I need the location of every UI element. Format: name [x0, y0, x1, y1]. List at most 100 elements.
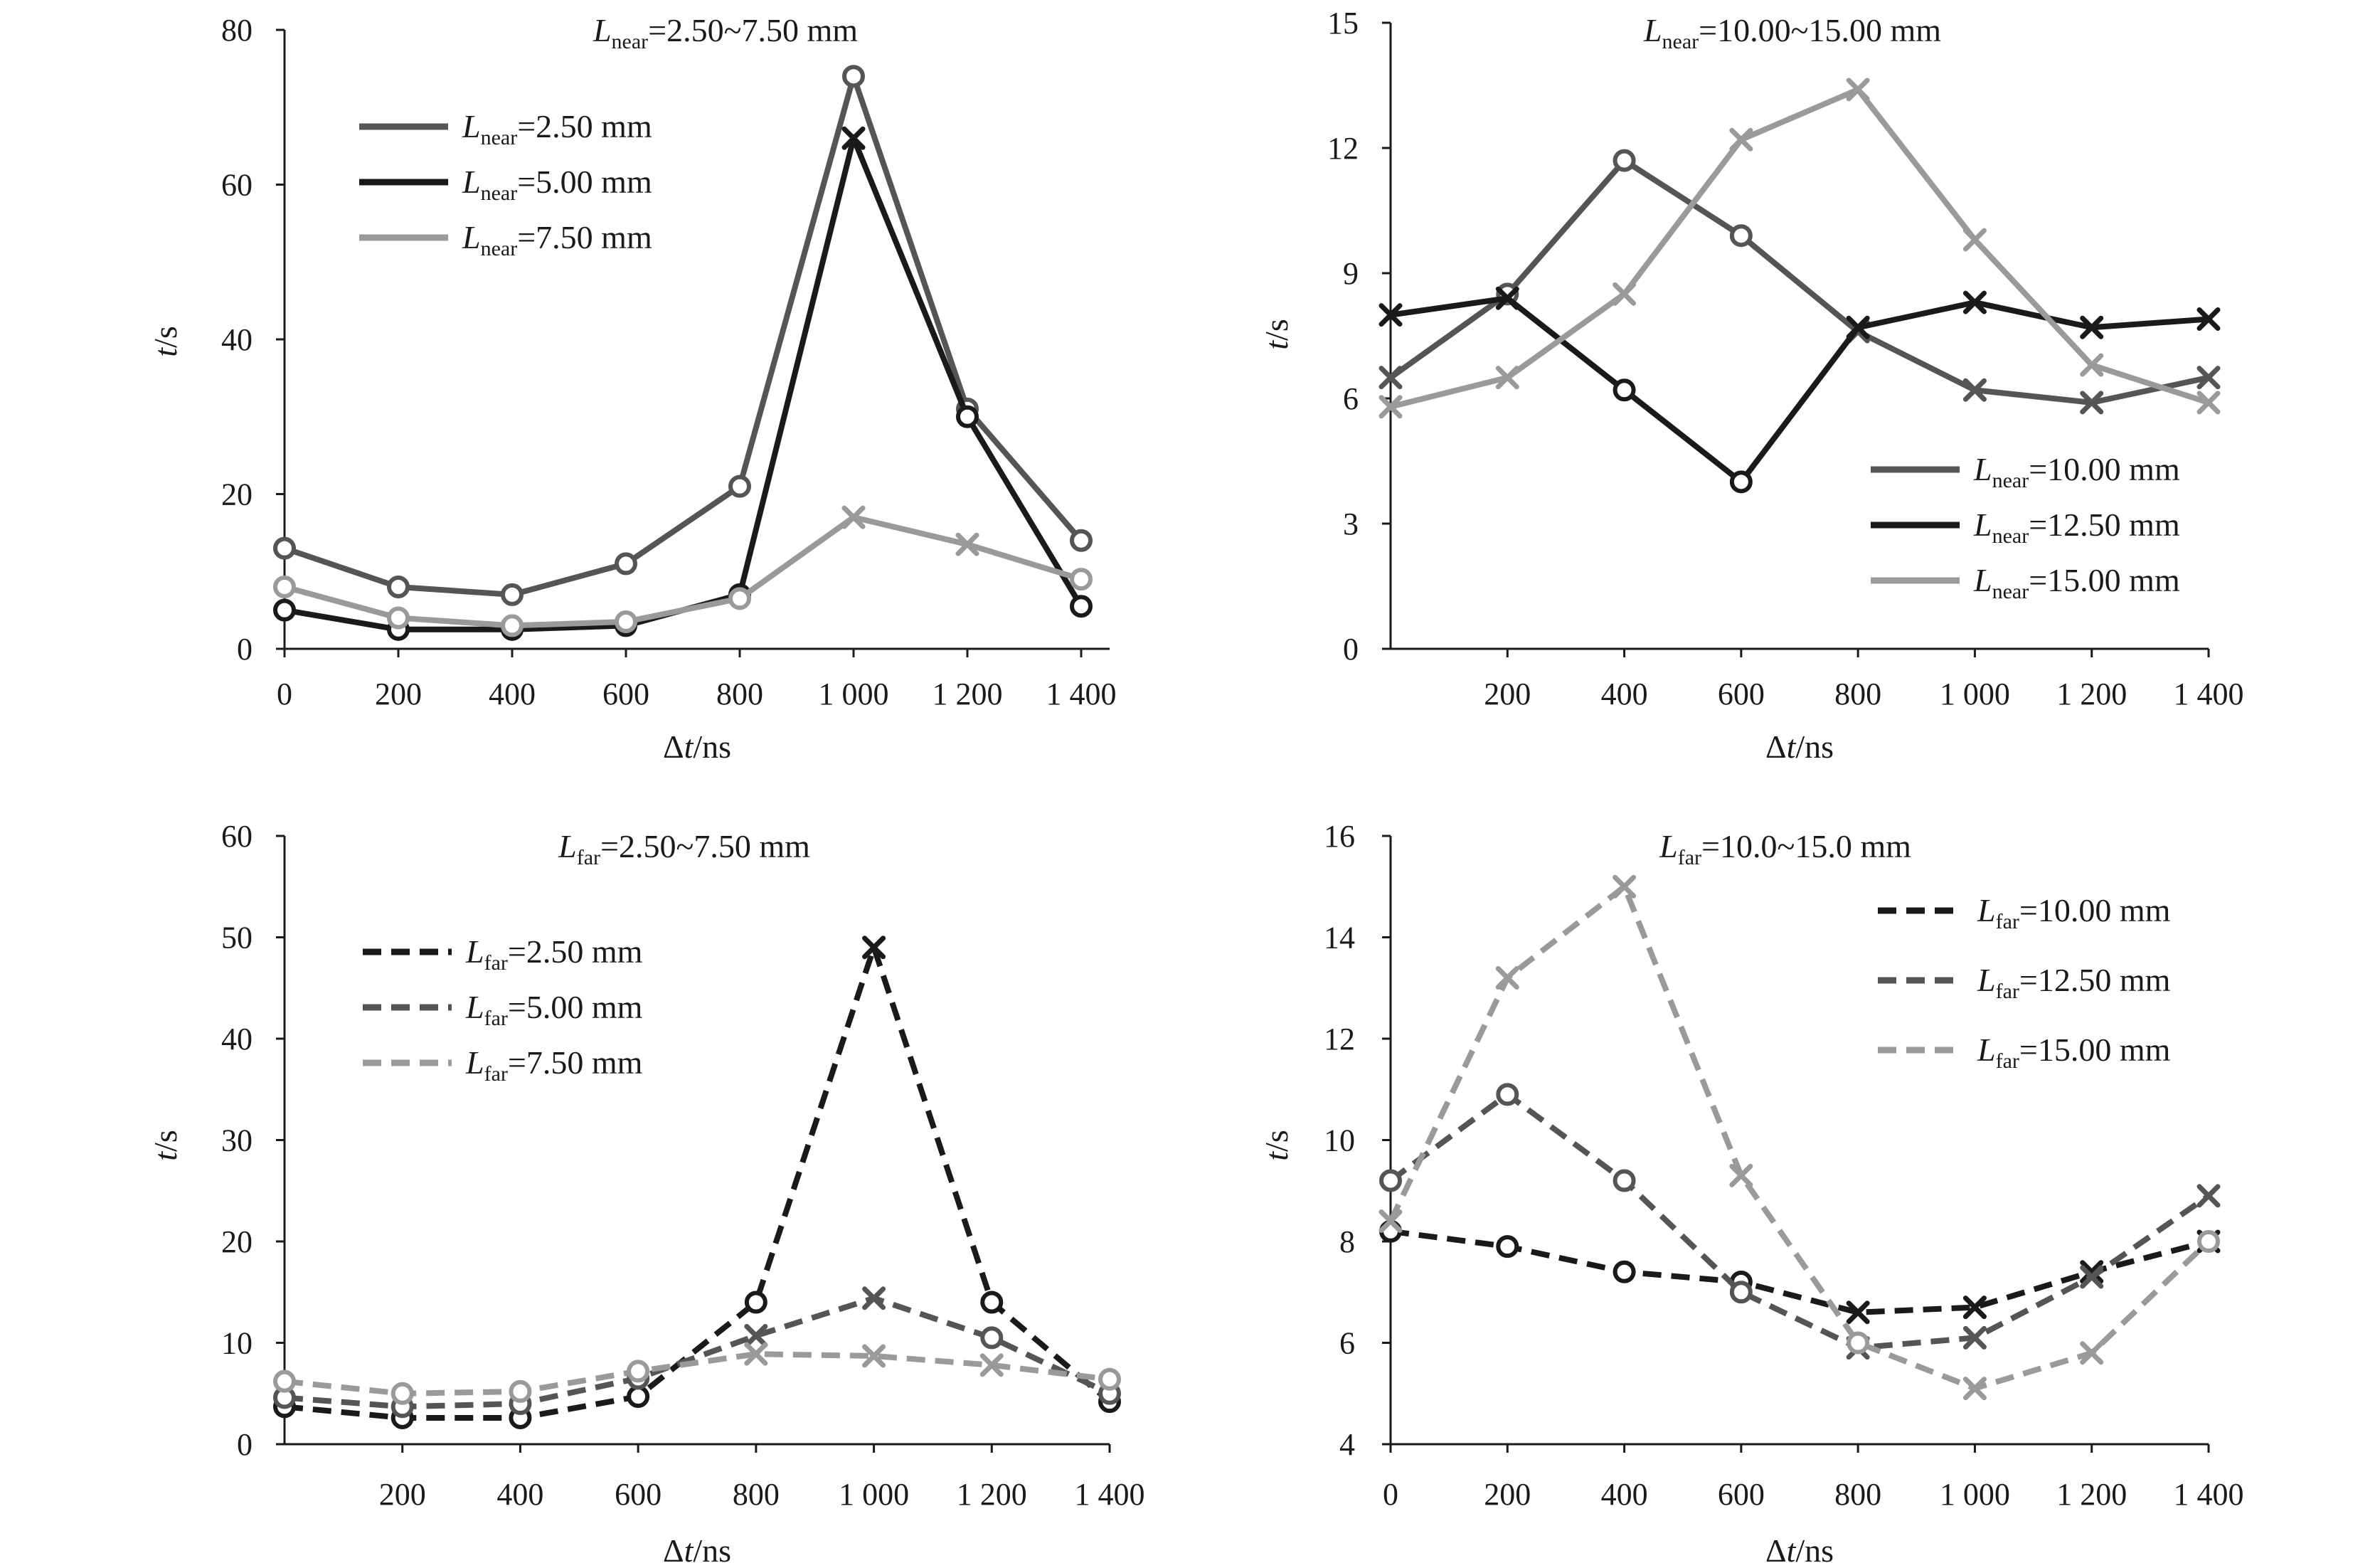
- data-point: [1962, 1377, 1987, 1401]
- x-axis-label: Δt/ns: [1765, 1532, 1834, 1563]
- data-point: [1378, 366, 1403, 390]
- y-tick-label: 15: [1327, 6, 1359, 41]
- data-point: [1729, 224, 1753, 248]
- legend-entry: Lnear=7.50 mm: [462, 219, 652, 260]
- series-line: [283, 73, 1084, 598]
- chart-title: Lfar=10.0~15.0 mm: [1659, 828, 1911, 869]
- data-point: [273, 598, 296, 622]
- x-tick-label: 1 200: [2056, 677, 2127, 711]
- series-3: [1378, 874, 2220, 1401]
- x-tick-label: 600: [615, 1477, 662, 1512]
- legend-entry: Lnear=15.00 mm: [1973, 562, 2180, 603]
- data-point: [2080, 1265, 2104, 1289]
- data-point: [1846, 315, 1870, 339]
- legend-entry: Lnear=12.50 mm: [1973, 507, 2180, 548]
- y-tick-label: 60: [221, 168, 253, 203]
- legend-entry: Lfar=10.00 mm: [1977, 892, 2171, 933]
- x-tick-label: 600: [1718, 1477, 1765, 1512]
- data-point: [841, 126, 866, 150]
- chart-title: Lfar=2.50~7.50 mm: [558, 828, 810, 869]
- chart-panel-3: 0 10 20 30 40 50 60 200 400 600 800 1 000 1 200 1 400…: [147, 819, 1145, 1563]
- y-tick-label: 12: [1327, 131, 1359, 166]
- data-point: [273, 1369, 296, 1393]
- series-1: [273, 936, 1121, 1429]
- x-tick-label: 0: [277, 677, 292, 711]
- data-point: [1613, 1260, 1636, 1283]
- series-line: [1388, 157, 2209, 406]
- data-point: [391, 1382, 414, 1405]
- data-point: [1613, 282, 1637, 306]
- data-point: [2196, 307, 2221, 332]
- x-axis-label: Δt/ns: [1765, 728, 1834, 765]
- data-point: [1729, 1163, 1753, 1187]
- data-point: [2080, 315, 2104, 339]
- y-axis-label: t/s: [1258, 319, 1295, 349]
- series-3: [273, 1342, 1121, 1405]
- y-tick-label: 6: [1339, 1326, 1355, 1361]
- series-1: [1378, 149, 2221, 415]
- x-tick-label: 200: [1484, 677, 1531, 711]
- data-point: [744, 1342, 768, 1366]
- y-axis-label: t/s: [147, 326, 184, 356]
- y-tick-label: 4: [1339, 1427, 1355, 1462]
- data-point: [273, 536, 296, 560]
- data-point: [1847, 1331, 1870, 1355]
- data-point: [980, 1326, 1004, 1350]
- data-point: [1729, 127, 1753, 152]
- series-line: [1388, 1091, 2211, 1351]
- data-point: [728, 475, 751, 498]
- x-tick-label: 1 400: [2174, 1477, 2244, 1512]
- x-tick-label: 400: [489, 677, 536, 711]
- x-tick-label: 1 200: [933, 677, 1003, 711]
- data-point: [1962, 290, 1987, 314]
- data-point: [956, 405, 979, 428]
- x-tick-label: 1 000: [839, 1477, 909, 1512]
- data-point: [273, 576, 296, 598]
- x-tick-label: 600: [1718, 677, 1765, 711]
- y-tick-label: 0: [237, 1427, 253, 1462]
- y-tick-label: 80: [221, 13, 253, 48]
- legend-entry: Lfar=12.50 mm: [1977, 962, 2171, 1003]
- series-3: [273, 505, 1093, 637]
- y-tick-label: 6: [1343, 381, 1359, 416]
- x-tick-label: 1 000: [819, 677, 889, 711]
- data-point: [615, 610, 637, 633]
- y-tick-label: 10: [221, 1326, 253, 1361]
- x-tick-label: 400: [1601, 677, 1648, 711]
- data-point: [2080, 1260, 2104, 1284]
- x-tick-label: 1 400: [2174, 677, 2244, 711]
- data-point: [744, 1324, 768, 1348]
- x-tick-label: 800: [1834, 1477, 1881, 1512]
- legend-entry: Lnear=10.00 mm: [1973, 451, 2180, 492]
- data-point: [1378, 395, 1403, 419]
- data-point: [1613, 378, 1636, 402]
- x-tick-label: 0: [1383, 1477, 1398, 1512]
- y-tick-label: 20: [221, 477, 253, 512]
- data-point: [728, 587, 751, 610]
- data-point: [862, 1286, 886, 1310]
- data-point: [1962, 1296, 1987, 1320]
- data-point: [1070, 595, 1093, 618]
- data-point: [1962, 378, 1987, 402]
- y-tick-label: 0: [1343, 632, 1359, 667]
- series-1: [273, 65, 1093, 606]
- data-point: [1070, 529, 1093, 552]
- y-tick-label: 30: [221, 1123, 253, 1158]
- data-point: [2197, 1230, 2220, 1253]
- data-point: [744, 1291, 767, 1314]
- series-2: [273, 126, 1093, 641]
- data-point: [2080, 353, 2104, 377]
- series-line: [1390, 86, 2210, 410]
- x-axis-label: Δt/ns: [663, 728, 731, 765]
- x-tick-label: 1 200: [957, 1477, 1027, 1512]
- x-tick-label: 400: [496, 1477, 543, 1512]
- data-point: [1098, 1367, 1121, 1391]
- x-tick-label: 200: [375, 677, 422, 711]
- data-point: [862, 1344, 886, 1368]
- data-point: [841, 505, 866, 529]
- x-tick-label: 800: [716, 677, 763, 711]
- data-point: [2196, 391, 2221, 415]
- y-tick-label: 12: [1324, 1022, 1355, 1056]
